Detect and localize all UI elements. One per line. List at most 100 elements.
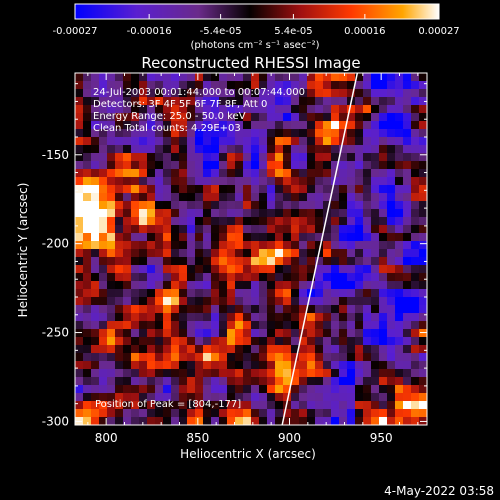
heatmap-pixel xyxy=(179,361,188,370)
heatmap-pixel xyxy=(227,329,236,338)
heatmap-pixel xyxy=(363,193,372,202)
heatmap-pixel xyxy=(227,161,236,170)
heatmap-pixel xyxy=(291,73,300,82)
heatmap-pixel xyxy=(187,409,196,418)
heatmap-pixel xyxy=(411,137,420,146)
heatmap-pixel xyxy=(339,265,348,274)
heatmap-pixel xyxy=(275,193,284,202)
heatmap-pixel xyxy=(243,393,252,402)
heatmap-pixel xyxy=(323,129,332,138)
annotation-time-range: 24-Jul-2003 00:01:44.000 to 00:07:44.000 xyxy=(93,87,305,98)
heatmap-pixel xyxy=(179,225,188,234)
heatmap-pixel xyxy=(315,329,324,338)
heatmap-pixel xyxy=(179,337,188,346)
heatmap-pixel xyxy=(91,289,100,298)
heatmap-pixel xyxy=(355,105,364,114)
heatmap-pixel xyxy=(83,305,92,314)
heatmap-pixel xyxy=(99,417,108,425)
heatmap-pixel xyxy=(211,145,220,154)
heatmap-pixel xyxy=(251,337,260,346)
heatmap-pixel xyxy=(187,145,196,154)
heatmap-pixel xyxy=(307,81,316,90)
heatmap-pixel xyxy=(347,417,356,425)
heatmap-pixel xyxy=(203,177,212,186)
heatmap-pixel xyxy=(211,217,220,226)
heatmap-pixel xyxy=(235,161,244,170)
heatmap-pixel xyxy=(99,129,108,138)
heatmap-pixel xyxy=(299,289,308,298)
heatmap-pixel xyxy=(99,145,108,154)
heatmap-pixel xyxy=(411,305,420,314)
heatmap-pixel xyxy=(179,89,188,98)
heatmap-pixel xyxy=(363,153,372,162)
heatmap-pixel xyxy=(163,89,172,98)
heatmap-pixel xyxy=(211,225,220,234)
heatmap-pixel xyxy=(419,97,427,106)
heatmap-pixel xyxy=(203,337,212,346)
heatmap-pixel xyxy=(203,361,212,370)
heatmap-pixel xyxy=(171,273,180,282)
heatmap-pixel xyxy=(275,129,284,138)
heatmap-pixel xyxy=(163,169,172,178)
heatmap-pixel xyxy=(395,217,404,226)
heatmap-pixel xyxy=(195,345,204,354)
heatmap-pixel xyxy=(331,353,340,362)
heatmap-pixel xyxy=(107,329,116,338)
heatmap-pixel xyxy=(347,305,356,314)
heatmap-pixel xyxy=(267,161,276,170)
heatmap-pixel xyxy=(251,193,260,202)
heatmap-pixel xyxy=(187,185,196,194)
heatmap-pixel xyxy=(163,73,172,82)
heatmap-pixel xyxy=(107,193,116,202)
heatmap-pixel xyxy=(243,281,252,290)
heatmap-pixel xyxy=(203,81,212,90)
heatmap-pixel xyxy=(387,193,396,202)
heatmap-pixel xyxy=(283,297,292,306)
heatmap-pixel xyxy=(131,305,140,314)
heatmap-pixel xyxy=(139,289,148,298)
heatmap-pixel xyxy=(243,97,252,106)
heatmap-pixel xyxy=(107,153,116,162)
heatmap-pixel xyxy=(163,233,172,242)
heatmap-pixel xyxy=(387,249,396,258)
heatmap-pixel xyxy=(355,409,364,418)
heatmap-pixel xyxy=(195,249,204,258)
heatmap-pixel xyxy=(139,393,148,402)
heatmap-pixel xyxy=(91,217,100,226)
heatmap-pixel xyxy=(107,233,116,242)
heatmap-pixel xyxy=(219,137,228,146)
heatmap-pixel xyxy=(403,161,412,170)
heatmap-pixel xyxy=(395,161,404,170)
heatmap-pixel xyxy=(83,233,92,242)
heatmap-pixel xyxy=(323,361,332,370)
heatmap-pixel xyxy=(379,89,388,98)
heatmap-pixel xyxy=(219,321,228,330)
heatmap-pixel xyxy=(411,153,420,162)
heatmap-pixel xyxy=(187,249,196,258)
heatmap-pixel xyxy=(387,369,396,378)
heatmap-pixel xyxy=(83,377,92,386)
heatmap-pixel xyxy=(371,81,380,90)
heatmap-pixel xyxy=(219,129,228,138)
heatmap-pixel xyxy=(371,145,380,154)
heatmap-pixel xyxy=(139,225,148,234)
heatmap-pixel xyxy=(219,361,228,370)
heatmap-pixel xyxy=(267,297,276,306)
heatmap-pixel xyxy=(283,105,292,114)
heatmap-pixel xyxy=(155,97,164,106)
heatmap-pixel xyxy=(259,185,268,194)
heatmap-pixel xyxy=(379,121,388,130)
heatmap-pixel xyxy=(355,361,364,370)
heatmap-pixel xyxy=(347,209,356,218)
heatmap-pixel xyxy=(419,345,427,354)
heatmap-pixel xyxy=(107,113,116,122)
heatmap-pixel xyxy=(403,393,412,402)
heatmap-pixel xyxy=(91,241,100,250)
heatmap-pixel xyxy=(331,393,340,402)
heatmap-pixel xyxy=(379,329,388,338)
heatmap-pixel xyxy=(355,257,364,266)
heatmap-pixel xyxy=(227,409,236,418)
heatmap-pixel xyxy=(155,201,164,210)
heatmap-pixel xyxy=(387,233,396,242)
heatmap-pixel xyxy=(307,217,316,226)
